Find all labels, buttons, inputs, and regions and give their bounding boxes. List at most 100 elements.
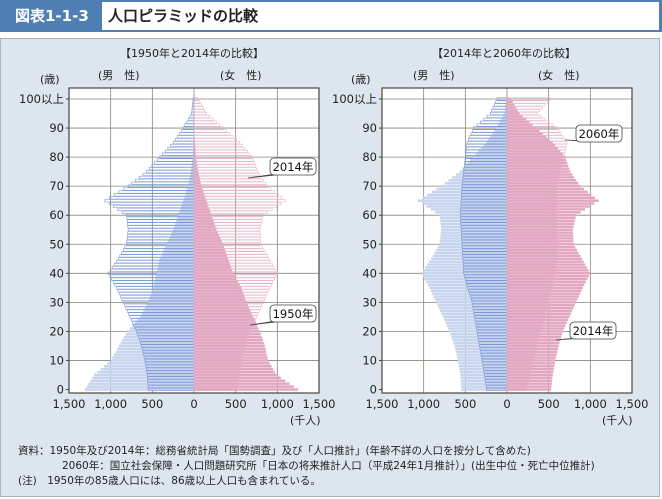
bar-male xyxy=(431,257,507,261)
bar-male xyxy=(440,219,507,223)
bar-female xyxy=(194,150,196,153)
bar-female xyxy=(506,143,567,148)
bar-male xyxy=(505,106,507,109)
bar-female xyxy=(193,181,266,185)
bar-female xyxy=(194,240,222,243)
x-tick-label: 0 xyxy=(503,397,510,411)
bar-female xyxy=(193,344,246,348)
bar-female xyxy=(194,251,227,255)
bar-male xyxy=(94,373,194,377)
bar-female xyxy=(506,216,558,220)
bar-female xyxy=(507,129,540,133)
bar-female xyxy=(193,329,251,333)
bar-female xyxy=(194,202,208,205)
series-2014年 xyxy=(104,97,286,392)
bar-male xyxy=(457,356,507,359)
bar-female xyxy=(194,231,218,234)
bar-female xyxy=(194,152,196,156)
bar-male xyxy=(86,385,194,388)
bar-female xyxy=(507,132,543,136)
series-2060年 xyxy=(460,97,568,392)
bar-female xyxy=(507,237,574,240)
bar-female xyxy=(194,167,198,170)
bar-male xyxy=(460,376,507,380)
bar-female xyxy=(506,126,558,130)
bar-female xyxy=(506,196,558,200)
bar-female xyxy=(194,257,229,261)
bar-male xyxy=(461,388,507,391)
y-tick-label: 10 xyxy=(49,353,64,367)
bar-female xyxy=(194,362,270,365)
bar-female xyxy=(507,106,517,109)
bar-female xyxy=(193,263,273,267)
bar-female xyxy=(193,268,276,272)
bar-female xyxy=(194,304,248,307)
bar-female xyxy=(506,181,558,185)
bar-male xyxy=(436,301,507,304)
bar-female xyxy=(194,277,237,281)
bar-female xyxy=(194,280,239,284)
bar-male xyxy=(115,350,194,353)
bar-male xyxy=(436,187,507,191)
bar-female xyxy=(193,385,239,389)
bar-male xyxy=(461,385,507,388)
bar-female xyxy=(507,144,556,147)
bar-male xyxy=(181,205,194,208)
bar-male xyxy=(502,115,507,118)
bar-female xyxy=(506,239,559,243)
bar-female xyxy=(506,146,566,150)
bar-female xyxy=(506,361,534,365)
bar-female xyxy=(193,265,275,270)
bar-male xyxy=(92,376,194,380)
bar-female xyxy=(193,309,260,313)
bar-male xyxy=(459,367,507,371)
bar-female xyxy=(193,335,249,339)
bar-female xyxy=(507,245,576,249)
bar-female xyxy=(506,202,558,206)
y-tick-label: 50 xyxy=(49,237,64,251)
bar-male xyxy=(460,373,507,377)
bar-male xyxy=(186,190,194,194)
bar-female xyxy=(507,193,592,197)
bar-female xyxy=(506,326,542,331)
bar-female xyxy=(506,344,538,348)
bar-female xyxy=(506,373,531,377)
bar-female xyxy=(507,184,581,188)
bar-male xyxy=(84,388,194,391)
bar-female xyxy=(506,132,562,136)
bar-female xyxy=(193,170,258,174)
bar-male xyxy=(455,347,507,351)
bar-female xyxy=(507,173,573,176)
bar-male xyxy=(190,170,194,173)
bar-female xyxy=(194,367,274,371)
bar-female xyxy=(194,237,221,240)
bar-female xyxy=(507,243,574,246)
callout-label-2014年: 2014年 xyxy=(573,324,614,338)
bar-female xyxy=(507,152,563,156)
bar-female xyxy=(506,167,562,171)
bar-male xyxy=(169,237,194,240)
callout-box xyxy=(269,157,317,176)
bar-female xyxy=(507,295,579,298)
bar-female xyxy=(506,321,544,325)
bar-female xyxy=(193,283,272,287)
bar-female xyxy=(193,126,224,130)
bar-female xyxy=(506,260,557,264)
chart-title: 【1950年と2014年の比較】 xyxy=(120,47,264,60)
bar-female xyxy=(507,141,553,144)
bar-female xyxy=(507,269,589,272)
bar-male xyxy=(505,100,507,104)
bar-female xyxy=(194,353,267,356)
bar-female xyxy=(193,187,272,191)
bar-female xyxy=(506,149,566,153)
series-1950年 xyxy=(84,129,299,391)
bar-female xyxy=(507,123,533,127)
bar-male xyxy=(417,199,507,202)
bar-male xyxy=(112,356,194,359)
bar-female xyxy=(507,176,575,179)
bar-female xyxy=(194,161,197,165)
bar-female xyxy=(506,280,554,284)
bar-male xyxy=(174,225,194,229)
bar-female xyxy=(507,333,562,336)
bar-male xyxy=(426,205,507,208)
